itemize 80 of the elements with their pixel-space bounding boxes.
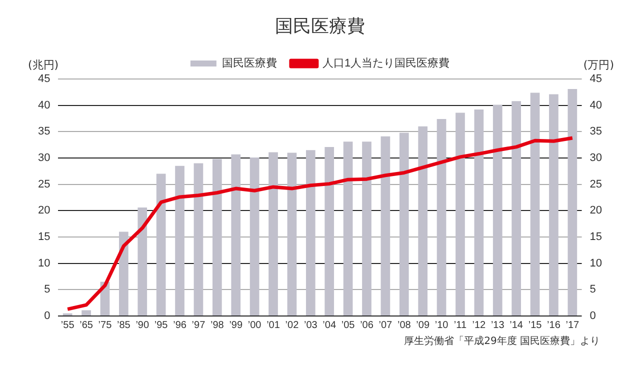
y-tick-label: 25 (38, 178, 50, 190)
legend-label: 人口1人当たり国民医療費 (322, 56, 450, 70)
x-tick-label: ’03 (304, 320, 318, 331)
x-tick-label: ’99 (229, 320, 243, 331)
x-tick-label: ’00 (248, 320, 262, 331)
bar (268, 152, 278, 316)
x-tick-label: ’75 (98, 320, 112, 331)
x-tick-label: ’07 (378, 320, 393, 331)
bar (418, 126, 428, 316)
y-tick-label: 5 (44, 284, 50, 296)
x-tick-label: ’90 (136, 320, 150, 331)
bar (549, 94, 558, 316)
y-tick-label: 35 (38, 126, 50, 138)
bar (231, 154, 241, 316)
x-tick-label: ’08 (397, 320, 412, 331)
y2-tick-label: 20 (590, 204, 602, 217)
text: 厚生労働省「平成29年度 国民医療費」より (403, 334, 600, 348)
y2-tick-label: 0 (590, 310, 596, 322)
x-tick-label: ’12 (472, 320, 486, 331)
bar (436, 119, 446, 316)
y2-tick-label: 25 (590, 178, 602, 190)
x-tick-label: ’65 (80, 320, 94, 331)
y-tick-label: 0 (44, 310, 50, 322)
bar (306, 150, 316, 316)
bar (156, 174, 166, 316)
y-tick-label: 40 (38, 99, 50, 112)
y2-tick-label: 30 (590, 152, 602, 164)
x-tick-label: ’09 (416, 320, 430, 331)
bar (287, 152, 297, 316)
y2-tick-label: 10 (590, 257, 602, 270)
bar (175, 166, 184, 316)
y-tick-label: 45 (38, 73, 50, 86)
bar (568, 89, 578, 316)
y-axis-title: (兆円) (28, 58, 59, 72)
x-tick-label: ’04 (322, 320, 336, 331)
y2-tick-label: 45 (590, 73, 602, 86)
x-tick-label: ’55 (60, 320, 75, 331)
bar (512, 101, 521, 316)
y2-tick-label: 40 (590, 99, 602, 112)
legend-label: 国民医療費 (222, 56, 277, 70)
bar (362, 142, 372, 316)
x-tick-label: ’10 (434, 320, 449, 331)
x-tick-label: ’13 (490, 320, 505, 331)
bar (82, 310, 91, 316)
x-tick-label: ’05 (341, 320, 356, 331)
y2-tick-label: 5 (590, 284, 596, 296)
x-tick-label: ’06 (360, 320, 374, 331)
bar (492, 104, 502, 316)
bar (530, 92, 540, 316)
x-tick-label: ’98 (210, 320, 224, 331)
bar (399, 132, 409, 316)
x-tick-label: ’17 (566, 320, 580, 331)
bar (250, 157, 260, 316)
y-tick-label: 30 (38, 152, 50, 164)
y2-tick-label: 35 (590, 126, 602, 138)
y-tick-label: 20 (38, 204, 50, 217)
y2-tick-label: 15 (590, 231, 602, 244)
x-tick-label: ’85 (116, 320, 131, 331)
x-tick-label: ’95 (154, 320, 168, 331)
bar (474, 110, 484, 316)
bar (119, 232, 128, 316)
x-tick-label: ’11 (454, 320, 467, 331)
bar (212, 159, 222, 316)
x-tick-label: ’97 (192, 320, 206, 331)
y-tick-label: 10 (38, 257, 50, 270)
x-tick-label: ’16 (547, 320, 561, 331)
bar (343, 142, 353, 316)
bar (456, 112, 465, 316)
x-tick-label: ’01 (266, 320, 280, 331)
bar (138, 208, 148, 316)
x-tick-label: ’02 (285, 320, 300, 331)
x-tick-label: ’14 (510, 320, 524, 331)
bar (324, 146, 334, 316)
y-tick-label: 15 (38, 231, 50, 244)
x-tick-label: ’15 (528, 320, 542, 331)
bar (380, 136, 390, 316)
y2-axis-title: (万円) (583, 58, 614, 72)
bar (194, 163, 204, 316)
chart-title: 国民医療費 (274, 15, 366, 39)
x-tick-label: ’96 (173, 320, 187, 331)
